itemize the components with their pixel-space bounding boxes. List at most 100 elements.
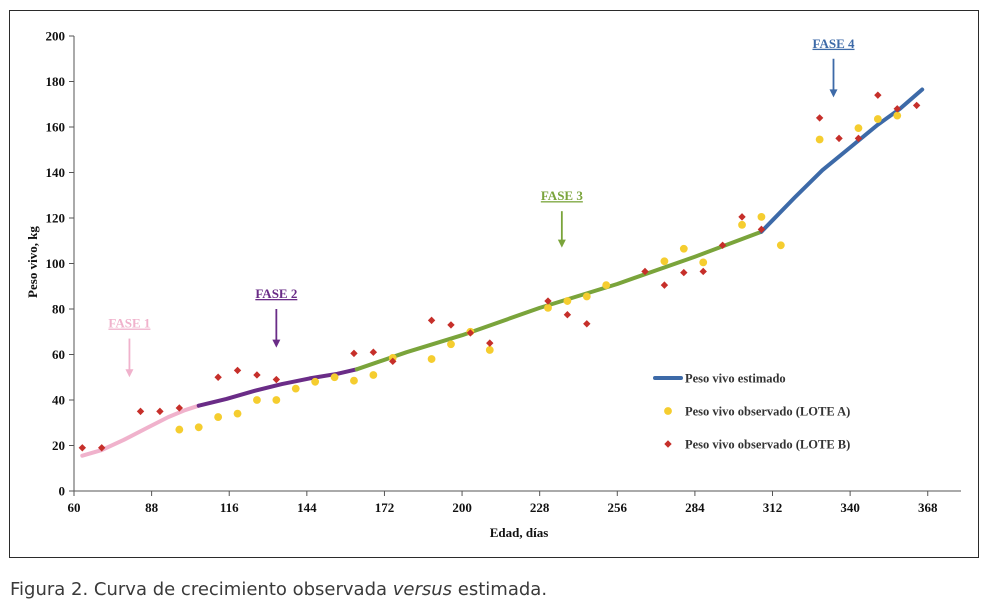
x-tick-label: 88 <box>145 500 159 515</box>
x-tick-label: 200 <box>452 500 472 515</box>
lote-b-point <box>486 339 494 347</box>
lote-b-point <box>447 321 455 329</box>
x-tick-label: 116 <box>220 500 239 515</box>
y-tick-label: 100 <box>46 256 66 271</box>
lote-a-point <box>815 135 824 144</box>
lote-b-point <box>815 114 824 122</box>
lote-b-point <box>544 297 552 305</box>
y-tick-label: 120 <box>46 211 66 226</box>
lote-b-point <box>272 375 281 384</box>
caption-emphasis: versus <box>392 579 453 600</box>
axes <box>69 35 961 496</box>
lote-a-point <box>427 355 436 363</box>
lote-a-point <box>291 384 300 393</box>
lote-a-point <box>699 258 708 267</box>
phase-label-3: FASE 3 <box>541 188 584 203</box>
lote-b-point <box>893 105 901 113</box>
lote-b-point <box>874 91 882 99</box>
caption-prefix: Figura 2. Curva de crecimiento observada <box>10 579 393 600</box>
phase-arrow-head-4 <box>829 89 838 98</box>
x-tick-label: 256 <box>608 500 628 515</box>
estimated-curve <box>80 87 925 458</box>
lote-a-point <box>893 111 902 120</box>
y-tick-label: 180 <box>46 74 66 89</box>
phase-arrow-head-1 <box>125 369 134 378</box>
tick-labels: 0 20 40 60 80 100 120 140 160 180 200 60 88 116 144 172… <box>46 29 938 516</box>
lote-a-point <box>544 303 552 312</box>
estimated-curve-segment <box>354 229 764 372</box>
lote-b-point <box>98 444 106 452</box>
lote-a-point <box>447 340 455 349</box>
legend-label: Peso vivo observado (LOTE B) <box>685 438 850 452</box>
x-tick-label: 144 <box>297 500 317 515</box>
lote-b-point <box>699 267 707 276</box>
lote-a-point <box>194 423 203 432</box>
lote-a-point <box>873 115 882 123</box>
lote-b-point <box>78 444 87 452</box>
x-tick-label: 228 <box>530 500 550 515</box>
y-tick-label: 60 <box>52 347 65 362</box>
lote-b-point <box>738 213 746 221</box>
y-tick-label: 0 <box>59 484 66 499</box>
growth-curve-chart: 0 20 40 60 80 100 120 140 160 180 200 60 88 116 144 172… <box>25 29 961 540</box>
lote-b-point <box>466 329 475 337</box>
lote-b-point <box>660 281 669 289</box>
x-tick-label: 284 <box>685 500 705 515</box>
lote-a-point <box>582 292 591 301</box>
lote-b-point <box>680 268 688 277</box>
phase-arrow-head-3 <box>557 239 566 248</box>
observed-points <box>78 91 921 452</box>
lote-b-point <box>427 316 436 325</box>
legend-swatch-lote-b <box>664 440 672 448</box>
legend: Peso vivo estimado Peso vivo observado (L… <box>653 372 850 452</box>
y-axis-title: Peso vivo, kg <box>25 226 40 298</box>
lote-a-point <box>214 413 223 421</box>
lote-b-point <box>175 404 184 412</box>
phase-label-2: FASE 2 <box>255 286 297 301</box>
caption-suffix: estimada. <box>452 579 548 600</box>
lote-b-point <box>583 320 591 328</box>
lote-a-point <box>330 373 339 382</box>
x-axis-title: Edad, días <box>490 525 549 540</box>
legend-label: Peso vivo estimado <box>685 372 786 386</box>
y-tick-label: 200 <box>46 29 66 44</box>
lote-b-point <box>233 366 242 375</box>
phase-arrow-head-2 <box>272 339 281 348</box>
lote-b-point <box>214 373 222 381</box>
figure-caption: Figura 2. Curva de crecimiento observada… <box>10 579 547 600</box>
phase-label-1: FASE 1 <box>108 316 150 331</box>
lote-a-point <box>175 425 184 434</box>
phase-label-4: FASE 4 <box>812 36 855 51</box>
lote-a-point <box>679 244 688 253</box>
lote-a-point <box>350 376 358 385</box>
lote-b-point <box>136 407 145 416</box>
lote-a-point <box>369 371 378 379</box>
lote-b-point <box>156 407 164 416</box>
lote-b-point <box>835 134 843 143</box>
x-tick-label: 172 <box>375 500 395 515</box>
y-tick-label: 160 <box>46 120 66 135</box>
lote-a-point <box>660 257 669 266</box>
y-tick-label: 40 <box>52 393 65 408</box>
y-tick-label: 20 <box>52 438 65 453</box>
figure-frame: 0 20 40 60 80 100 120 140 160 180 200 60 88 116 144 172… <box>9 10 979 558</box>
legend-swatch-lote-a <box>664 407 672 415</box>
lote-b-point <box>369 348 378 356</box>
lote-b-point <box>350 349 358 358</box>
lote-b-point <box>253 371 261 379</box>
x-tick-label: 312 <box>763 500 783 515</box>
lote-a-point <box>233 409 242 418</box>
lote-a-point <box>563 297 572 305</box>
estimated-curve-segment <box>196 367 359 408</box>
legend-label: Peso vivo observado (LOTE A) <box>685 405 850 419</box>
lote-a-point <box>738 220 746 229</box>
lote-a-point <box>854 124 863 133</box>
lote-b-point <box>912 101 921 110</box>
lote-b-point <box>563 310 572 319</box>
lote-a-point <box>757 212 766 221</box>
lote-b-point <box>389 357 397 366</box>
lote-a-point <box>272 396 281 404</box>
x-tick-label: 368 <box>918 500 938 515</box>
lote-a-point <box>311 377 320 386</box>
lote-a-point <box>253 396 261 404</box>
